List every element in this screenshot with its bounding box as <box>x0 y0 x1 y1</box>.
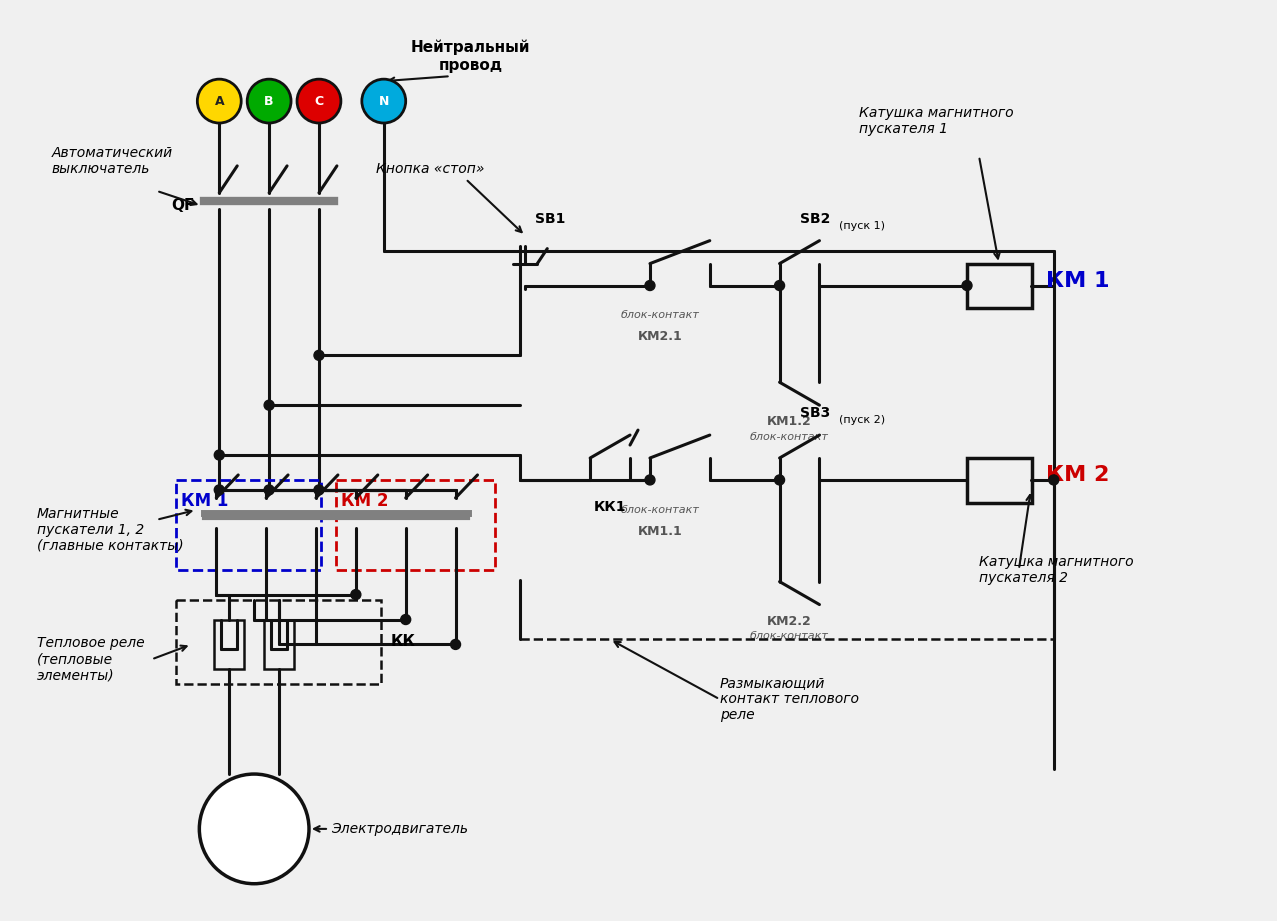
Circle shape <box>775 475 784 485</box>
Bar <box>264 620 294 670</box>
Text: SB1: SB1 <box>535 212 566 226</box>
Text: М: М <box>241 817 267 841</box>
Circle shape <box>314 485 324 495</box>
Text: блок-контакт: блок-контакт <box>621 310 700 321</box>
Text: КМ1.1: КМ1.1 <box>637 525 682 538</box>
Text: КМ 1: КМ 1 <box>181 492 229 510</box>
Circle shape <box>298 79 341 123</box>
Text: (пуск 2): (пуск 2) <box>839 415 885 426</box>
Text: C: C <box>314 95 323 108</box>
Circle shape <box>314 350 324 360</box>
Text: блок-контакт: блок-контакт <box>621 505 700 515</box>
Text: SB3: SB3 <box>799 406 830 420</box>
Circle shape <box>645 475 655 485</box>
Circle shape <box>775 281 784 290</box>
Circle shape <box>1048 475 1059 485</box>
Text: Магнитные
пускатели 1, 2
(главные контакты): Магнитные пускатели 1, 2 (главные контак… <box>37 507 184 553</box>
Bar <box>215 620 244 670</box>
Text: QF: QF <box>171 198 194 214</box>
Circle shape <box>215 485 225 495</box>
Text: SB2: SB2 <box>799 212 830 226</box>
Text: КМ 2: КМ 2 <box>1046 465 1110 485</box>
Circle shape <box>199 774 309 884</box>
Circle shape <box>351 589 361 600</box>
Bar <box>967 458 1032 503</box>
Text: КК1: КК1 <box>594 500 626 514</box>
Circle shape <box>264 485 275 495</box>
Circle shape <box>248 79 291 123</box>
Text: Автоматический
выключатель: Автоматический выключатель <box>52 146 172 176</box>
Circle shape <box>198 79 241 123</box>
Text: Размыкающий
контакт теплового
реле: Размыкающий контакт теплового реле <box>720 676 858 722</box>
Text: КК: КК <box>391 635 416 649</box>
Text: блок-контакт: блок-контакт <box>750 432 829 442</box>
Text: N: N <box>378 95 389 108</box>
Circle shape <box>401 614 411 624</box>
Bar <box>967 263 1032 309</box>
Text: КМ 2: КМ 2 <box>341 492 388 510</box>
Text: КМ1.2: КМ1.2 <box>767 415 812 428</box>
Circle shape <box>962 281 972 290</box>
Text: A: A <box>215 95 223 108</box>
Text: КМ 1: КМ 1 <box>1046 271 1110 290</box>
Text: Электродвигатель: Электродвигатель <box>331 822 467 836</box>
Circle shape <box>645 281 655 290</box>
Text: блок-контакт: блок-контакт <box>750 632 829 642</box>
Text: Тепловое реле
(тепловые
элементы): Тепловое реле (тепловые элементы) <box>37 636 144 682</box>
Text: (пуск 1): (пуск 1) <box>839 221 885 230</box>
Text: B: B <box>264 95 273 108</box>
Text: Кнопка «стоп»: Кнопка «стоп» <box>377 162 485 176</box>
Text: Катушка магнитного
пускателя 2: Катушка магнитного пускателя 2 <box>979 554 1134 585</box>
Circle shape <box>264 401 275 410</box>
Circle shape <box>451 639 461 649</box>
Circle shape <box>215 450 225 460</box>
Circle shape <box>361 79 406 123</box>
Text: Катушка магнитного
пускателя 1: Катушка магнитного пускателя 1 <box>859 106 1014 136</box>
Text: КМ2.2: КМ2.2 <box>767 614 812 627</box>
Text: КМ2.1: КМ2.1 <box>637 331 682 344</box>
Text: Нейтральный
провод: Нейтральный провод <box>411 40 530 73</box>
